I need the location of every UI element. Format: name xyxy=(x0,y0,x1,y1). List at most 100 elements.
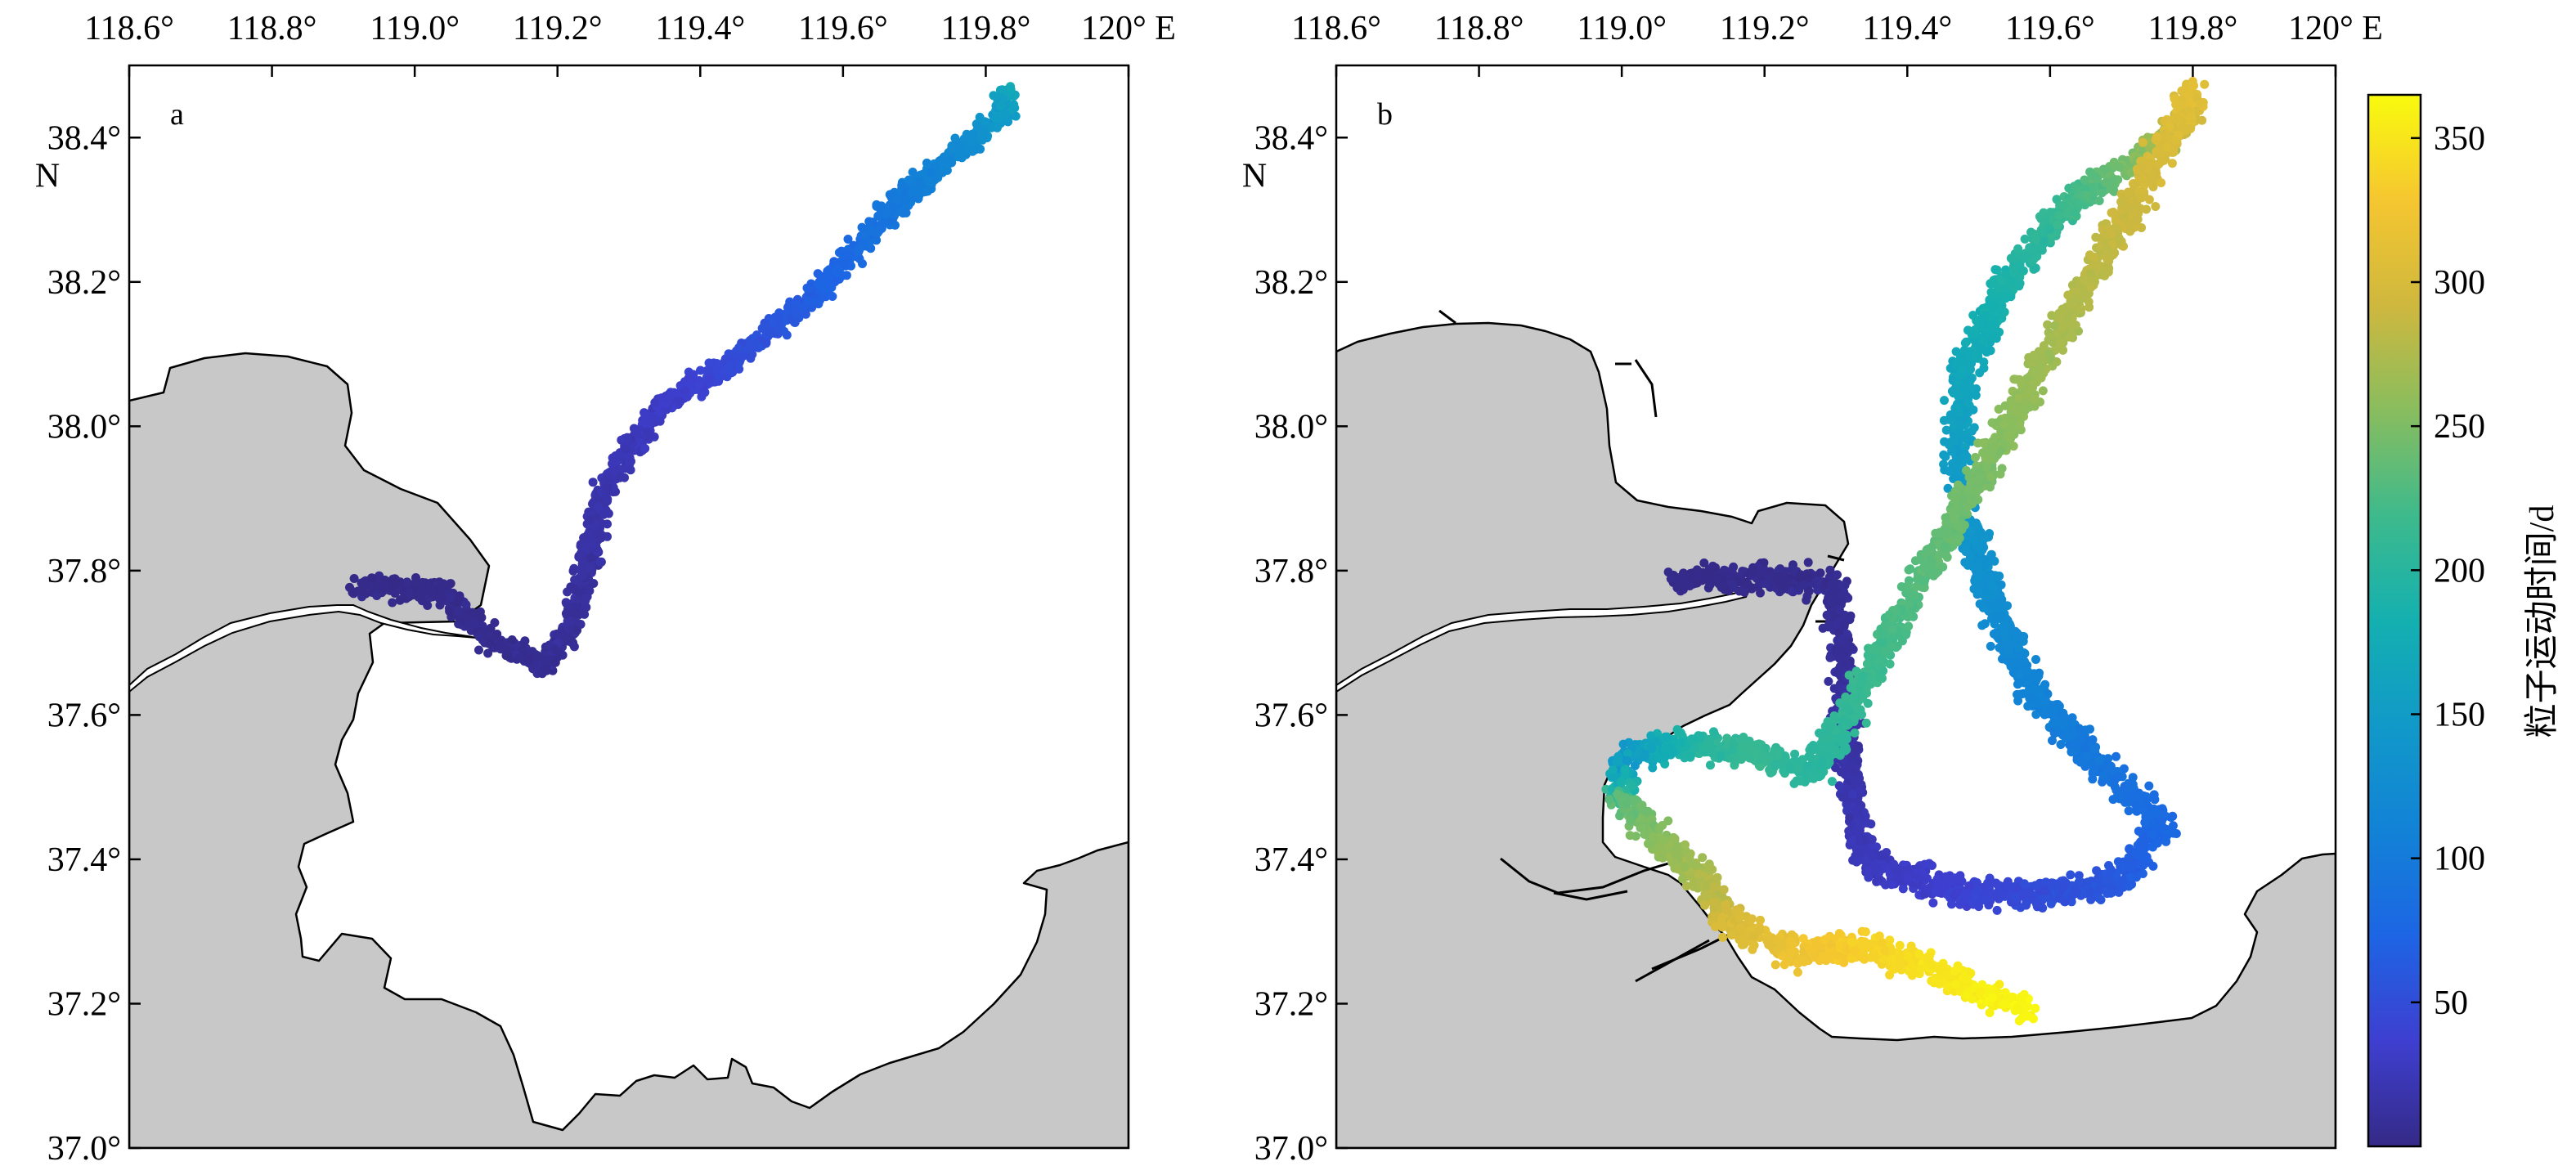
particle xyxy=(1950,890,1959,899)
particle xyxy=(2141,836,2151,845)
particle xyxy=(539,664,549,673)
particle xyxy=(2058,881,2067,891)
particle xyxy=(2169,828,2179,838)
particle xyxy=(477,612,487,622)
particle xyxy=(2107,177,2117,186)
particle xyxy=(1973,542,1983,552)
particle xyxy=(841,271,851,280)
plot-frame-a xyxy=(128,64,1130,1150)
particle xyxy=(1975,368,1985,378)
particle xyxy=(1855,818,1865,827)
particle xyxy=(2124,778,2134,788)
particle xyxy=(532,651,542,661)
particle xyxy=(1748,565,1758,575)
particle xyxy=(2080,175,2089,185)
particle xyxy=(2125,872,2135,882)
particle xyxy=(1975,571,1985,580)
particle xyxy=(2023,702,2033,711)
particle xyxy=(2200,79,2210,89)
particle xyxy=(622,433,632,442)
map-panel-a: 118.6° 118.8° 119.0° 119.2° 119.4° 119.6° 119.… xyxy=(35,10,1176,1168)
particle xyxy=(581,541,590,551)
particle xyxy=(2040,710,2049,720)
particle xyxy=(474,645,483,655)
particle xyxy=(1712,575,1721,585)
particle xyxy=(1774,565,1784,575)
particle xyxy=(2138,869,2147,878)
particle xyxy=(874,226,884,236)
particle xyxy=(1928,861,1936,870)
particle xyxy=(2113,772,2123,782)
particle xyxy=(572,626,582,635)
particle xyxy=(649,432,659,442)
particle xyxy=(576,564,586,574)
particle xyxy=(561,608,571,618)
particle xyxy=(2157,816,2166,826)
particle xyxy=(1972,521,1982,531)
particle xyxy=(1845,813,1855,823)
particle xyxy=(588,478,598,487)
particle xyxy=(2046,881,2056,890)
particle xyxy=(570,575,580,585)
particle xyxy=(2098,188,2107,198)
particle xyxy=(461,600,471,610)
y-tick-label: 38.0° xyxy=(47,408,121,446)
particle xyxy=(2048,719,2058,729)
particle xyxy=(2012,883,2022,893)
particle xyxy=(2031,655,2040,664)
particle xyxy=(1992,905,2002,915)
particle xyxy=(1796,570,1806,580)
particle xyxy=(1855,774,1865,783)
particle xyxy=(1974,902,1984,912)
particle xyxy=(827,283,837,292)
particle xyxy=(2104,874,2114,884)
particle xyxy=(1838,792,1847,802)
particle xyxy=(1986,330,1995,340)
particle xyxy=(530,661,540,670)
particle xyxy=(2086,895,2096,904)
y-tick-label: 37.2° xyxy=(47,985,121,1023)
particle xyxy=(507,635,517,644)
particle xyxy=(802,283,812,293)
particle xyxy=(1834,781,1844,791)
particle xyxy=(349,574,359,583)
particle xyxy=(877,201,886,211)
particle xyxy=(2031,899,2041,908)
particle xyxy=(1995,285,2004,294)
particle xyxy=(1850,744,1860,754)
particle xyxy=(2074,871,2084,881)
particle xyxy=(1867,851,1877,861)
particle xyxy=(2138,842,2147,852)
particle xyxy=(357,586,366,595)
particle xyxy=(2015,272,2025,282)
particle xyxy=(2117,876,2127,886)
particle xyxy=(904,175,913,185)
particle xyxy=(999,94,1008,104)
particle xyxy=(2030,229,2040,239)
particle xyxy=(1966,375,1976,385)
particle xyxy=(603,482,613,492)
particle xyxy=(2040,886,2049,895)
particle xyxy=(372,591,382,600)
particle xyxy=(611,451,621,460)
particle xyxy=(2168,821,2178,831)
particle xyxy=(650,397,660,407)
particle xyxy=(514,653,524,663)
particle xyxy=(2008,628,2018,638)
particle xyxy=(959,134,969,144)
particle xyxy=(745,342,755,352)
particle xyxy=(2004,283,2013,292)
particle xyxy=(2098,881,2107,890)
particle xyxy=(901,208,911,218)
particle xyxy=(2151,807,2161,817)
particle xyxy=(390,589,400,598)
particle xyxy=(1834,605,1844,615)
particle xyxy=(1835,653,1844,663)
particle xyxy=(2014,670,2024,679)
particle xyxy=(573,594,583,604)
particle xyxy=(2112,751,2120,761)
particle xyxy=(2099,771,2109,781)
particle xyxy=(843,235,853,244)
particle xyxy=(1779,576,1789,586)
particle xyxy=(2148,830,2158,840)
